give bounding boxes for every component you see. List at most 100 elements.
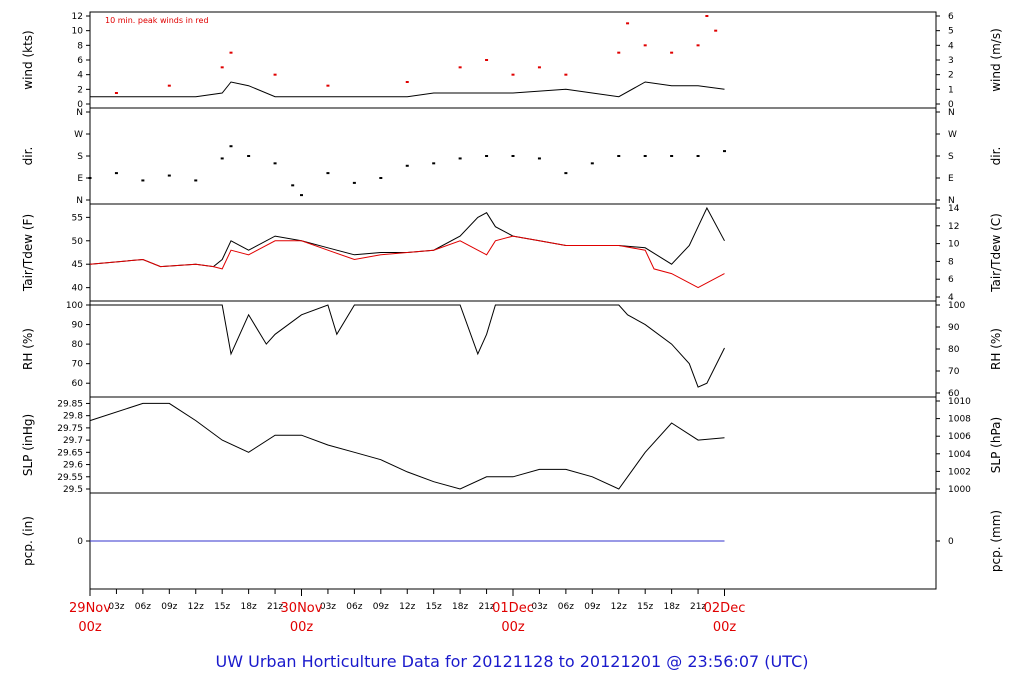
data-point-dir-0 bbox=[326, 172, 330, 175]
y-tick-right-label-rh: 90 bbox=[948, 323, 960, 333]
y-tick-right-label-rh: 80 bbox=[948, 345, 960, 355]
y-tick-label-rh: 100 bbox=[66, 301, 83, 311]
data-point-dir-0 bbox=[537, 157, 541, 160]
ylabel-right-rh: RH (%) bbox=[989, 328, 1003, 370]
y-tick-label-slp: 29.7 bbox=[63, 436, 83, 446]
y-tick-label-slp: 29.8 bbox=[63, 412, 83, 422]
x-tick-label: 09z bbox=[584, 602, 600, 612]
data-point-dir-0 bbox=[291, 184, 295, 187]
y-tick-label-wind: 2 bbox=[77, 85, 83, 95]
data-point-wind-1 bbox=[696, 44, 700, 47]
y-tick-label-temperature: 50 bbox=[72, 237, 84, 247]
ylabel-right-wind: wind (m/s) bbox=[989, 28, 1003, 92]
x-tick-label: 03z bbox=[531, 602, 547, 612]
data-point-dir-0 bbox=[485, 155, 489, 157]
y-tick-label-slp: 29.85 bbox=[57, 399, 83, 409]
ylabel-right-dir: dir. bbox=[989, 147, 1003, 166]
series-line-temperature-0 bbox=[89, 206, 725, 268]
y-tick-label-rh: 90 bbox=[72, 321, 84, 331]
y-tick-right-label-slp: 1006 bbox=[948, 432, 971, 442]
y-tick-label-slp: 29.75 bbox=[57, 424, 83, 434]
x-day-time-label: 00z bbox=[290, 620, 314, 635]
y-tick-right-label-dir: N bbox=[948, 196, 955, 206]
y-tick-label-temperature: 55 bbox=[72, 213, 83, 223]
x-day-time-label: 00z bbox=[713, 620, 737, 635]
y-tick-label-dir: N bbox=[76, 108, 83, 118]
y-tick-label-temperature: 45 bbox=[72, 260, 83, 270]
y-tick-right-label-temperature: 14 bbox=[948, 204, 960, 214]
y-tick-label-dir: W bbox=[74, 130, 83, 140]
y-tick-label-wind: 12 bbox=[72, 12, 83, 22]
x-day-label: 01Dec bbox=[492, 601, 534, 616]
data-point-dir-0 bbox=[458, 157, 462, 160]
data-point-wind-1 bbox=[714, 29, 718, 32]
ylabel-temperature: Tair/Tdew (F) bbox=[21, 214, 35, 292]
ylabel-right-temperature: Tair/Tdew (C) bbox=[989, 213, 1003, 293]
x-tick-label: 06z bbox=[135, 602, 151, 612]
x-tick-label: 21z bbox=[690, 602, 706, 612]
data-point-wind-1 bbox=[537, 66, 541, 69]
data-point-wind-1 bbox=[564, 73, 568, 76]
data-point-dir-0 bbox=[379, 177, 383, 179]
data-point-dir-0 bbox=[405, 164, 409, 167]
panel-annotation: 10 min. peak winds in red bbox=[105, 16, 209, 25]
y-tick-right-label-temperature: 4 bbox=[948, 293, 954, 303]
y-tick-label-wind: 8 bbox=[77, 41, 83, 51]
y-tick-label-slp: 29.65 bbox=[57, 448, 83, 458]
x-tick-label: 12z bbox=[611, 602, 627, 612]
y-tick-right-label-dir: S bbox=[948, 152, 954, 162]
y-tick-right-label-pcp: 0 bbox=[948, 537, 954, 547]
data-point-wind-1 bbox=[273, 73, 277, 76]
data-point-wind-1 bbox=[405, 81, 409, 83]
y-tick-right-label-slp: 1000 bbox=[948, 485, 971, 495]
y-tick-right-label-dir: N bbox=[948, 108, 955, 118]
y-tick-label-dir: N bbox=[76, 196, 83, 206]
x-day-label: 30Nov bbox=[281, 601, 323, 616]
data-point-dir-0 bbox=[352, 181, 356, 184]
y-tick-right-label-rh: 100 bbox=[948, 301, 965, 311]
data-point-dir-0 bbox=[220, 157, 224, 160]
y-tick-right-label-wind: 1 bbox=[948, 85, 954, 95]
x-tick-label: 03z bbox=[108, 602, 124, 612]
y-tick-right-label-slp: 1004 bbox=[948, 450, 971, 460]
data-point-wind-1 bbox=[485, 59, 489, 61]
x-tick-label: 09z bbox=[161, 602, 177, 612]
y-tick-right-label-slp: 1010 bbox=[948, 397, 971, 407]
data-point-dir-0 bbox=[114, 172, 118, 175]
data-point-dir-0 bbox=[670, 155, 674, 157]
x-tick-label: 09z bbox=[373, 602, 389, 612]
y-tick-label-wind: 4 bbox=[77, 71, 83, 81]
y-tick-label-dir: S bbox=[77, 152, 83, 162]
x-tick-label: 06z bbox=[346, 602, 362, 612]
ylabel-right-slp: SLP (hPa) bbox=[989, 417, 1003, 473]
data-point-wind-1 bbox=[458, 66, 462, 69]
y-tick-right-label-temperature: 8 bbox=[948, 257, 954, 267]
data-point-dir-0 bbox=[167, 174, 171, 177]
data-point-dir-0 bbox=[511, 155, 515, 157]
y-tick-right-label-slp: 1002 bbox=[948, 467, 971, 477]
y-tick-right-label-wind: 4 bbox=[948, 41, 954, 51]
x-tick-label: 18z bbox=[452, 602, 468, 612]
y-tick-right-label-wind: 5 bbox=[948, 27, 954, 37]
data-point-dir-0 bbox=[141, 179, 145, 182]
data-point-dir-0 bbox=[617, 155, 621, 157]
y-tick-label-pcp: 0 bbox=[77, 537, 83, 547]
x-day-label: 02Dec bbox=[704, 601, 746, 616]
y-tick-label-temperature: 40 bbox=[72, 284, 84, 294]
series-line-rh-0 bbox=[90, 304, 725, 388]
x-day-label: 29Nov bbox=[69, 601, 111, 616]
x-day-time-label: 00z bbox=[78, 620, 102, 635]
x-tick-label: 18z bbox=[241, 602, 257, 612]
data-point-wind-1 bbox=[705, 15, 709, 17]
data-point-dir-0 bbox=[194, 179, 198, 182]
y-tick-label-rh: 60 bbox=[72, 379, 84, 389]
data-point-wind-1 bbox=[167, 84, 171, 87]
ylabel-dir: dir. bbox=[21, 147, 35, 166]
y-tick-label-wind: 10 bbox=[72, 27, 84, 37]
y-tick-right-label-wind: 0 bbox=[948, 100, 954, 110]
y-tick-label-slp: 29.6 bbox=[63, 461, 83, 471]
y-tick-label-wind: 6 bbox=[77, 56, 83, 66]
y-tick-right-label-rh: 60 bbox=[948, 389, 960, 399]
y-tick-label-dir: E bbox=[77, 174, 83, 184]
